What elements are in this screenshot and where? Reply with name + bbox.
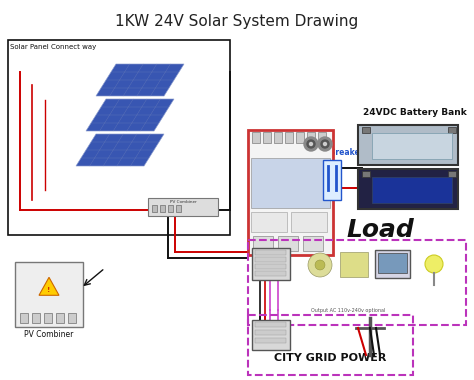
- Bar: [255, 338, 286, 343]
- Bar: [20, 313, 28, 323]
- Bar: [252, 132, 260, 143]
- Bar: [378, 253, 407, 273]
- Bar: [303, 236, 323, 251]
- Bar: [448, 171, 456, 177]
- Bar: [255, 271, 286, 276]
- Bar: [375, 250, 410, 278]
- Polygon shape: [39, 277, 59, 295]
- Circle shape: [310, 142, 312, 146]
- Bar: [15, 262, 83, 327]
- Circle shape: [304, 137, 318, 151]
- Bar: [255, 264, 286, 269]
- Text: Solar Panel Connect way: Solar Panel Connect way: [10, 44, 96, 50]
- Bar: [274, 132, 282, 143]
- Text: PV Combiner: PV Combiner: [170, 200, 196, 204]
- Bar: [372, 133, 452, 159]
- Text: Output AC 110v-240v optional: Output AC 110v-240v optional: [311, 308, 385, 313]
- Bar: [358, 125, 458, 165]
- Text: 24VDC Battery Bank: 24VDC Battery Bank: [363, 108, 467, 117]
- Bar: [252, 320, 290, 350]
- Bar: [252, 248, 290, 280]
- Bar: [278, 236, 298, 251]
- Bar: [68, 313, 76, 323]
- Bar: [323, 160, 341, 200]
- Bar: [44, 313, 52, 323]
- Bar: [285, 132, 293, 143]
- Bar: [176, 205, 181, 212]
- Text: CITY GRID POWER: CITY GRID POWER: [274, 353, 386, 363]
- Bar: [148, 198, 218, 216]
- Circle shape: [308, 253, 332, 277]
- Text: 2P Breaker: 2P Breaker: [316, 148, 364, 157]
- Circle shape: [307, 140, 315, 148]
- Bar: [263, 132, 271, 143]
- Bar: [248, 130, 333, 255]
- Bar: [340, 252, 368, 277]
- Bar: [251, 158, 330, 208]
- Bar: [251, 212, 287, 232]
- Bar: [255, 250, 286, 255]
- Bar: [255, 330, 286, 335]
- Bar: [448, 127, 456, 133]
- Bar: [168, 205, 173, 212]
- Bar: [160, 205, 165, 212]
- Text: !: !: [47, 287, 51, 293]
- Circle shape: [318, 137, 332, 151]
- Polygon shape: [96, 64, 184, 96]
- Text: Load: Load: [346, 218, 414, 242]
- Circle shape: [321, 140, 329, 148]
- Polygon shape: [86, 99, 174, 131]
- Text: 1KW 24V Solar System Drawing: 1KW 24V Solar System Drawing: [115, 14, 359, 29]
- Bar: [362, 127, 370, 133]
- Bar: [56, 313, 64, 323]
- Circle shape: [425, 255, 443, 273]
- Circle shape: [323, 142, 327, 146]
- Bar: [8, 40, 230, 235]
- Bar: [362, 171, 370, 177]
- Bar: [358, 169, 458, 209]
- Bar: [152, 205, 157, 212]
- Bar: [291, 212, 327, 232]
- Text: PV Combiner: PV Combiner: [24, 330, 73, 339]
- Polygon shape: [76, 134, 164, 166]
- Circle shape: [315, 260, 325, 270]
- Bar: [307, 132, 315, 143]
- Bar: [255, 257, 286, 262]
- Bar: [255, 322, 286, 327]
- Bar: [318, 132, 326, 143]
- Bar: [372, 177, 452, 203]
- Bar: [32, 313, 40, 323]
- Bar: [253, 236, 273, 251]
- Bar: [296, 132, 304, 143]
